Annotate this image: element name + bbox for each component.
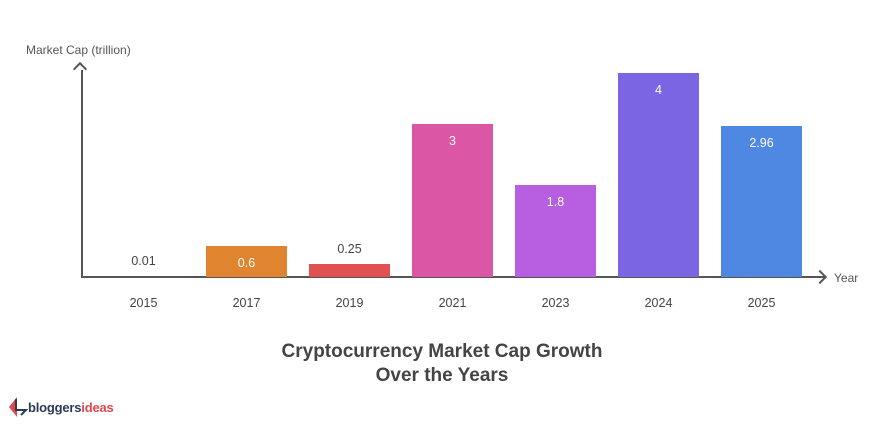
x-axis-arrow-icon <box>812 269 828 285</box>
bar-value-label: 0.25 <box>337 242 362 256</box>
logo-mark-icon <box>9 397 28 417</box>
bar-value-label: 0.6 <box>237 256 256 270</box>
logo-text-bloggers: bloggers <box>28 399 82 415</box>
bar-2015: 0.01 <box>103 254 184 277</box>
x-tick-label: 2019 <box>335 296 364 310</box>
bar-2024: 4 <box>618 73 699 277</box>
x-tick-label: 2015 <box>129 296 158 310</box>
y-axis <box>81 70 83 278</box>
logo-text-ideas: ideas <box>81 399 114 415</box>
bar-2019: 0.25 <box>309 242 390 277</box>
x-tick-label: 2021 <box>438 296 467 310</box>
x-tick-label: 2025 <box>747 296 776 310</box>
bar-value-label: 4 <box>655 83 662 97</box>
bar-2021: 3 <box>412 124 493 277</box>
x-tick-label: 2024 <box>644 296 673 310</box>
y-axis-arrow-icon <box>72 61 88 77</box>
chart-title: Cryptocurrency Market Cap Growth Over th… <box>0 340 884 388</box>
x-tick-label: 2023 <box>541 296 570 310</box>
x-tick-label: 2017 <box>232 296 261 310</box>
bar-value-label: 3 <box>449 134 456 148</box>
y-axis-label: Market Cap (trillion) <box>26 43 131 57</box>
bloggersideas-logo: bloggersideas <box>8 396 114 418</box>
bar-2017: 0.6 <box>206 246 287 277</box>
title-line-2: Over the Years <box>375 365 509 386</box>
x-axis <box>81 276 825 278</box>
title-line-1: Cryptocurrency Market Cap Growth <box>281 341 603 362</box>
bar-value-label: 1.8 <box>546 195 565 209</box>
bar-2023: 1.8 <box>515 185 596 277</box>
bar-value-label: 2.96 <box>749 136 774 150</box>
x-axis-label: Year <box>834 271 859 285</box>
bar-2025: 2.96 <box>721 126 802 277</box>
bar-value-label: 0.01 <box>131 254 156 268</box>
